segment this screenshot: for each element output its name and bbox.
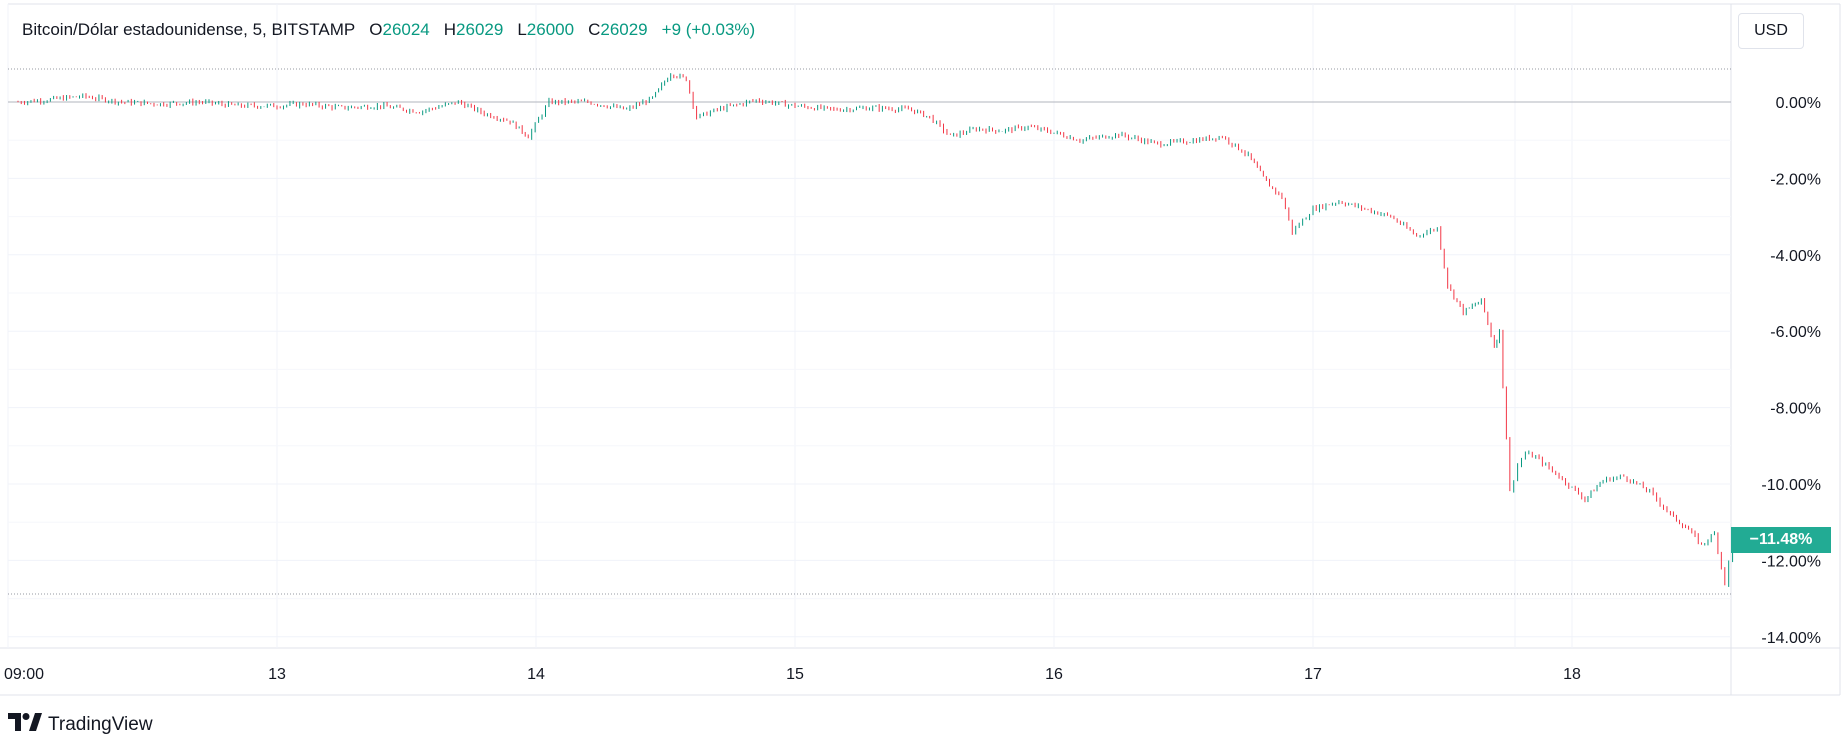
y-tick-label: -10.00%	[1761, 477, 1821, 494]
y-tick-label: -14.00%	[1761, 630, 1821, 647]
x-tick-label: 15	[786, 666, 804, 683]
legend-low-value: 26000	[526, 20, 575, 39]
current-price-badge: −11.48%	[1731, 527, 1831, 553]
currency-button[interactable]: USD	[1738, 13, 1804, 49]
x-tick-label: 16	[1045, 666, 1063, 683]
x-tick-label: 13	[268, 666, 286, 683]
footer: TradingView	[8, 713, 153, 736]
legend-change: +9 (+0.03%)	[661, 20, 756, 39]
x-tick-label: 14	[527, 666, 545, 683]
legend-close-label: C	[588, 20, 601, 39]
y-tick-label: 0.00%	[1776, 95, 1821, 112]
x-tick-label: 17	[1304, 666, 1322, 683]
legend-high-value: 26029	[456, 20, 504, 39]
chart-legend: Bitcoin/Dólar estadounidense, 5, BITSTAM…	[22, 20, 755, 40]
y-tick-label: -4.00%	[1770, 248, 1821, 265]
brand-name[interactable]: TradingView	[48, 713, 153, 735]
legend-open-value: 26024	[382, 20, 430, 39]
legend-low-label: L	[517, 20, 527, 39]
y-tick-label: -12.00%	[1761, 553, 1821, 570]
tradingview-logo-icon[interactable]	[8, 713, 42, 736]
chart-frame: 09:00 13 14 15 16 17 18 0.00% -2.00% -4.00% -6.00%…	[0, 0, 1844, 700]
legend-symbol: Bitcoin/Dólar estadounidense, 5, BITSTAM…	[22, 20, 356, 39]
y-tick-label: -6.00%	[1770, 324, 1821, 341]
price-chart[interactable]: 09:00 13 14 15 16 17 18 0.00% -2.00% -4.00% -6.00%…	[0, 0, 1844, 700]
x-tick-label: 18	[1563, 666, 1581, 683]
x-tick-label: 09:00	[4, 666, 44, 683]
legend-high-label: H	[443, 20, 457, 39]
y-tick-label: -8.00%	[1770, 401, 1821, 418]
y-tick-label: -2.00%	[1770, 171, 1821, 188]
legend-close-value: 26029	[600, 20, 648, 39]
legend-open-label: O	[369, 20, 383, 39]
